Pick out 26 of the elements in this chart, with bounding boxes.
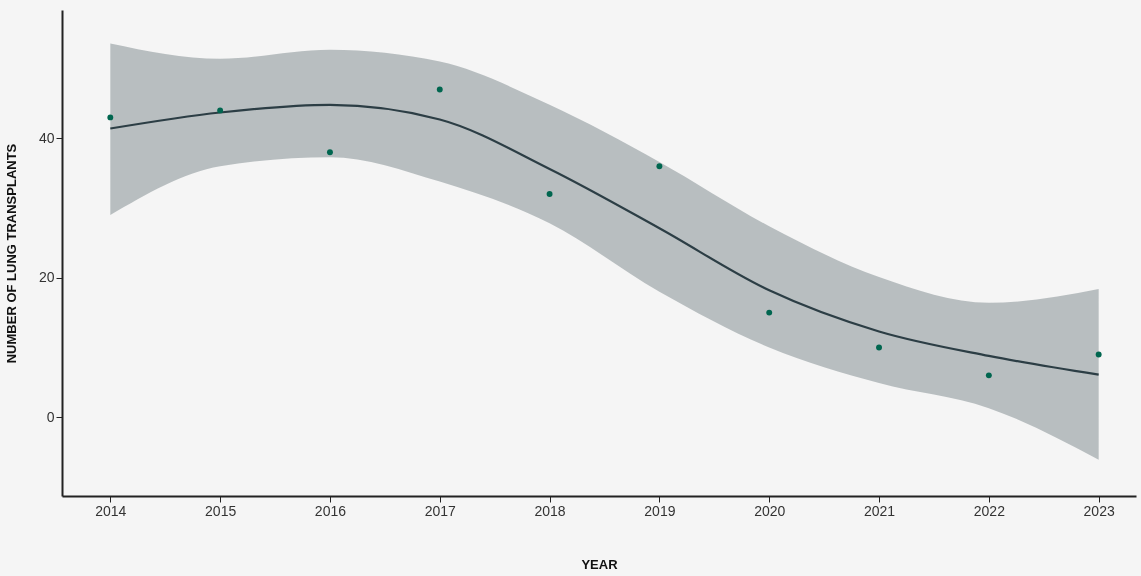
y-axis-title: NUMBER OF LUNG TRANSPLANTS	[3, 143, 19, 364]
x-tick-label: 2023	[1083, 502, 1115, 519]
x-tick-label: 2017	[424, 502, 457, 519]
x-tick-label: 2014	[95, 502, 127, 519]
x-tick-label: 2015	[205, 502, 237, 519]
x-tick-label: 2021	[863, 502, 896, 519]
point	[326, 149, 333, 156]
point	[436, 86, 443, 93]
x-tick-label: 2022	[973, 502, 1006, 519]
point	[546, 191, 553, 198]
x-axis-title: YEAR	[581, 556, 619, 572]
point	[1095, 351, 1102, 358]
x-tick-label: 2016	[314, 502, 347, 519]
x-tick-label: 2018	[534, 502, 566, 519]
y-tick-label: 20	[38, 269, 55, 286]
y-tick-label: 40	[38, 129, 55, 146]
point	[217, 107, 224, 114]
line-series	[109, 103, 1100, 376]
y-tick-label: 0	[46, 408, 55, 425]
x-tick-label: 2020	[754, 502, 786, 519]
point	[876, 344, 882, 351]
x-tick-label: 2019	[644, 502, 676, 519]
point	[656, 163, 663, 170]
point	[107, 114, 114, 121]
point	[766, 309, 773, 316]
point	[985, 372, 992, 379]
